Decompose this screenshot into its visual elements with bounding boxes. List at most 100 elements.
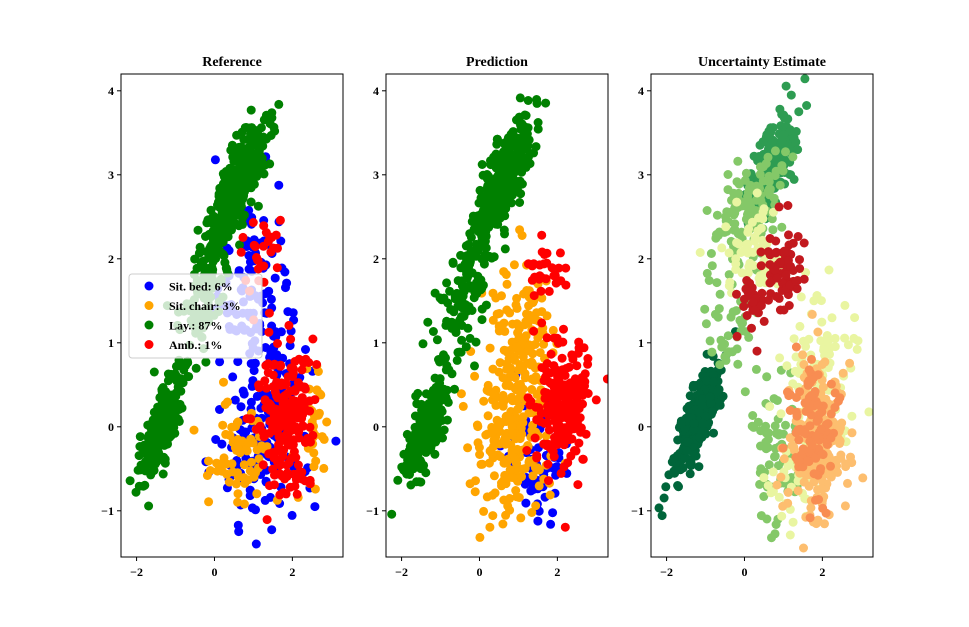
scatter-point [513,404,523,414]
scatter-point [559,324,568,334]
scatter-point [479,259,489,269]
scatter-point [824,265,834,275]
scatter-point [783,498,793,508]
scatter-point [310,395,320,405]
scatter-point [747,323,756,333]
scatter-point [682,446,692,456]
scatter-point [294,354,304,364]
scatter-point [477,235,487,245]
scatter-point [275,215,285,225]
scatter-point [571,446,581,456]
scatter-point [260,495,270,505]
scatter-point [488,490,497,500]
scatter-point [514,365,524,375]
scatter-point [219,206,229,216]
scatter-point [751,364,761,374]
scatter-point [546,349,556,359]
scatter-point [798,350,808,360]
scatter-point [149,367,159,377]
scatter-point [465,479,475,489]
scatter-point [494,322,504,332]
scatter-point [252,253,261,262]
scatter-point [505,505,515,515]
scatter-point [253,201,263,211]
scatter-point [229,205,239,215]
scatter-point [830,388,840,398]
scatter-point [509,165,519,175]
scatter-point [523,123,533,133]
scatter-point [244,142,254,152]
scatter-point [463,443,473,453]
scatter-point [701,411,711,421]
y-tick-label: −1 [101,504,114,518]
scatter-point [263,237,273,246]
scatter-point [733,156,743,166]
scatter-point [287,510,297,520]
scatter-point [189,425,199,435]
scatter-point [251,468,260,478]
scatter-point [292,489,302,499]
scatter-point [783,487,793,497]
scatter-point [817,317,827,327]
legend-marker [144,340,154,349]
scatter-point [431,407,441,417]
scatter-point [771,292,781,301]
scatter-point [514,432,524,441]
scatter-point [492,175,502,185]
scatter-point [813,327,823,337]
scatter-point [489,435,499,445]
scatter-point [712,230,721,239]
scatter-point [288,395,298,405]
scatter-point [261,110,271,120]
scatter-point [215,357,225,367]
scatter-point [547,263,557,273]
scatter-point [510,373,520,383]
y-tick-label: 0 [373,420,379,434]
y-tick-label: 1 [108,336,114,350]
scatter-point [543,459,553,469]
scatter-point [555,248,565,258]
scatter-point [724,281,734,291]
scatter-point [233,497,243,507]
scatter-point [756,261,766,271]
scatter-point [823,337,833,347]
scatter-point [489,390,499,399]
scatter-point [602,374,608,384]
scatter-point [741,168,751,178]
scatter-point [657,511,667,521]
scatter-point [545,490,555,500]
scatter-point [785,406,795,415]
scatter-point [777,222,787,232]
scatter-point [411,391,421,401]
scatter-point [207,263,217,273]
scatter-point [288,372,298,381]
scatter-point [721,212,731,222]
scatter-point [298,474,307,484]
scatter-point [479,506,489,516]
scatter-point [228,372,238,382]
scatter-point [231,219,241,229]
scatter-point [495,358,505,368]
y-tick-label: −1 [366,504,379,518]
scatter-point [204,456,213,466]
scatter-point [474,443,484,452]
scatter-point [269,480,279,490]
chart-title: Reference [202,55,262,70]
scatter-point [817,360,827,369]
scatter-point [406,465,416,475]
scatter-point [529,326,539,336]
scatter-point [495,452,505,462]
scatter-point [151,414,161,424]
scatter-point [571,401,581,411]
scatter-point [209,211,218,221]
scatter-point [489,441,498,451]
scatter-point [423,317,433,327]
scatter-point [204,497,214,507]
scatter-point [537,408,547,418]
scatter-point [554,263,564,273]
scatter-point [275,361,285,371]
scatter-point [278,353,288,363]
scatter-point [500,229,509,239]
scatter-point [561,280,571,290]
scatter-point [241,181,251,191]
